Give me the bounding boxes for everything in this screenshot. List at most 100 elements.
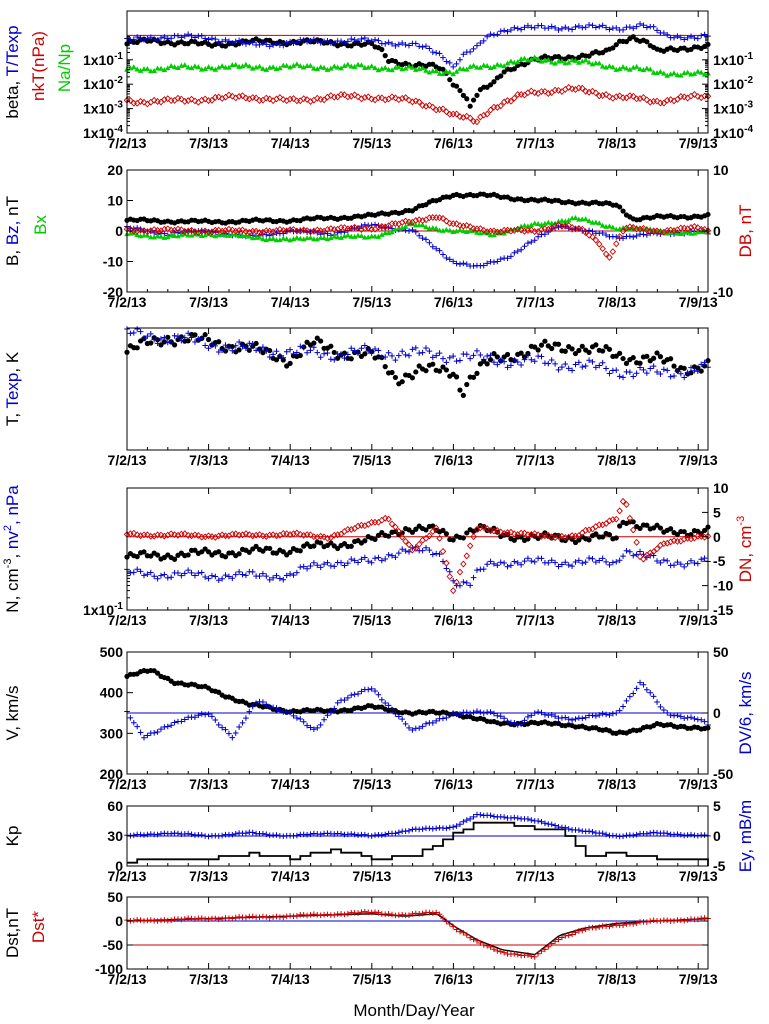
data-point (283, 349, 290, 355)
data-point (185, 567, 191, 573)
data-point (545, 531, 552, 539)
data-point (617, 523, 623, 529)
data-point (219, 63, 225, 69)
data-point (297, 343, 304, 350)
data-point (195, 712, 202, 719)
data-point (470, 62, 477, 68)
y-tick-label-left: 1x10-4 (83, 124, 123, 141)
data-point (538, 226, 545, 234)
data-point (191, 97, 199, 105)
data-point (528, 712, 535, 719)
data-point (280, 95, 287, 103)
data-point (654, 350, 660, 356)
data-point (480, 523, 487, 531)
data-point (181, 716, 188, 723)
data-point (419, 349, 426, 356)
data-point (423, 720, 429, 727)
data-point (514, 248, 521, 254)
data-point (576, 359, 582, 366)
data-point (382, 556, 389, 562)
data-point (168, 830, 174, 837)
data-point (239, 720, 246, 726)
x-tick-label: 7/8/13 (597, 135, 636, 151)
data-point (429, 49, 436, 55)
data-point (644, 39, 650, 45)
data-point (290, 351, 297, 357)
data-point (650, 363, 657, 369)
data-point (388, 220, 396, 228)
data-point (362, 554, 368, 561)
data-point (321, 235, 327, 241)
data-point (504, 60, 511, 66)
data-point (552, 25, 558, 31)
data-point (297, 530, 304, 538)
data-point (627, 369, 633, 375)
series-blue (124, 544, 711, 589)
data-point (422, 102, 430, 110)
data-point (137, 532, 144, 540)
data-point (456, 113, 464, 121)
data-point (589, 555, 596, 562)
data-point (243, 61, 249, 67)
series-black (124, 34, 711, 109)
data-point (542, 820, 548, 827)
data-point (324, 66, 331, 72)
data-point (144, 732, 151, 739)
y-axis-title-left-part: nT (3, 196, 22, 216)
data-point (399, 379, 405, 385)
data-point (576, 347, 582, 354)
data-point (396, 64, 402, 70)
data-point (643, 226, 651, 234)
data-point (243, 41, 249, 47)
data-point (613, 240, 620, 248)
data-point (508, 562, 514, 569)
data-point (243, 830, 249, 836)
data-point (307, 62, 314, 68)
data-point (399, 40, 406, 46)
data-point (606, 562, 613, 568)
data-point (222, 232, 229, 238)
data-point (164, 234, 171, 240)
x-tick-label: 7/5/13 (352, 776, 391, 792)
data-point (450, 710, 456, 716)
data-point (144, 35, 151, 42)
data-point (314, 335, 320, 341)
data-point (314, 912, 321, 918)
data-point (480, 566, 487, 572)
x-tick-label: 7/3/13 (189, 612, 228, 628)
x-tick-label: 7/9/13 (679, 135, 718, 151)
data-point (409, 64, 416, 70)
data-point (450, 353, 456, 359)
data-point (382, 64, 389, 70)
data-point (433, 718, 439, 724)
data-point (562, 348, 568, 354)
data-point (517, 226, 525, 234)
data-point (144, 571, 151, 577)
data-point (576, 537, 582, 543)
data-point (484, 230, 490, 236)
data-point (576, 23, 582, 29)
y-axis-title-left-part: T/Texp (3, 25, 22, 76)
data-point (603, 64, 609, 70)
data-point (402, 223, 409, 229)
data-point (575, 224, 583, 232)
data-point (501, 358, 507, 365)
data-point (497, 357, 504, 364)
data-point (198, 228, 205, 235)
data-point (610, 64, 616, 70)
data-point (470, 709, 477, 716)
data-point (215, 349, 222, 355)
y-tick-label-right: 1x10-2 (713, 75, 753, 92)
data-point (409, 911, 416, 917)
data-point (474, 370, 480, 376)
data-point (467, 934, 473, 941)
data-point (355, 61, 361, 67)
data-point (644, 353, 650, 359)
data-point (287, 709, 293, 716)
data-point (181, 97, 188, 105)
data-point (463, 261, 470, 267)
data-point (443, 359, 450, 366)
data-point (460, 66, 467, 72)
data-point (406, 912, 412, 918)
data-point (351, 233, 358, 239)
